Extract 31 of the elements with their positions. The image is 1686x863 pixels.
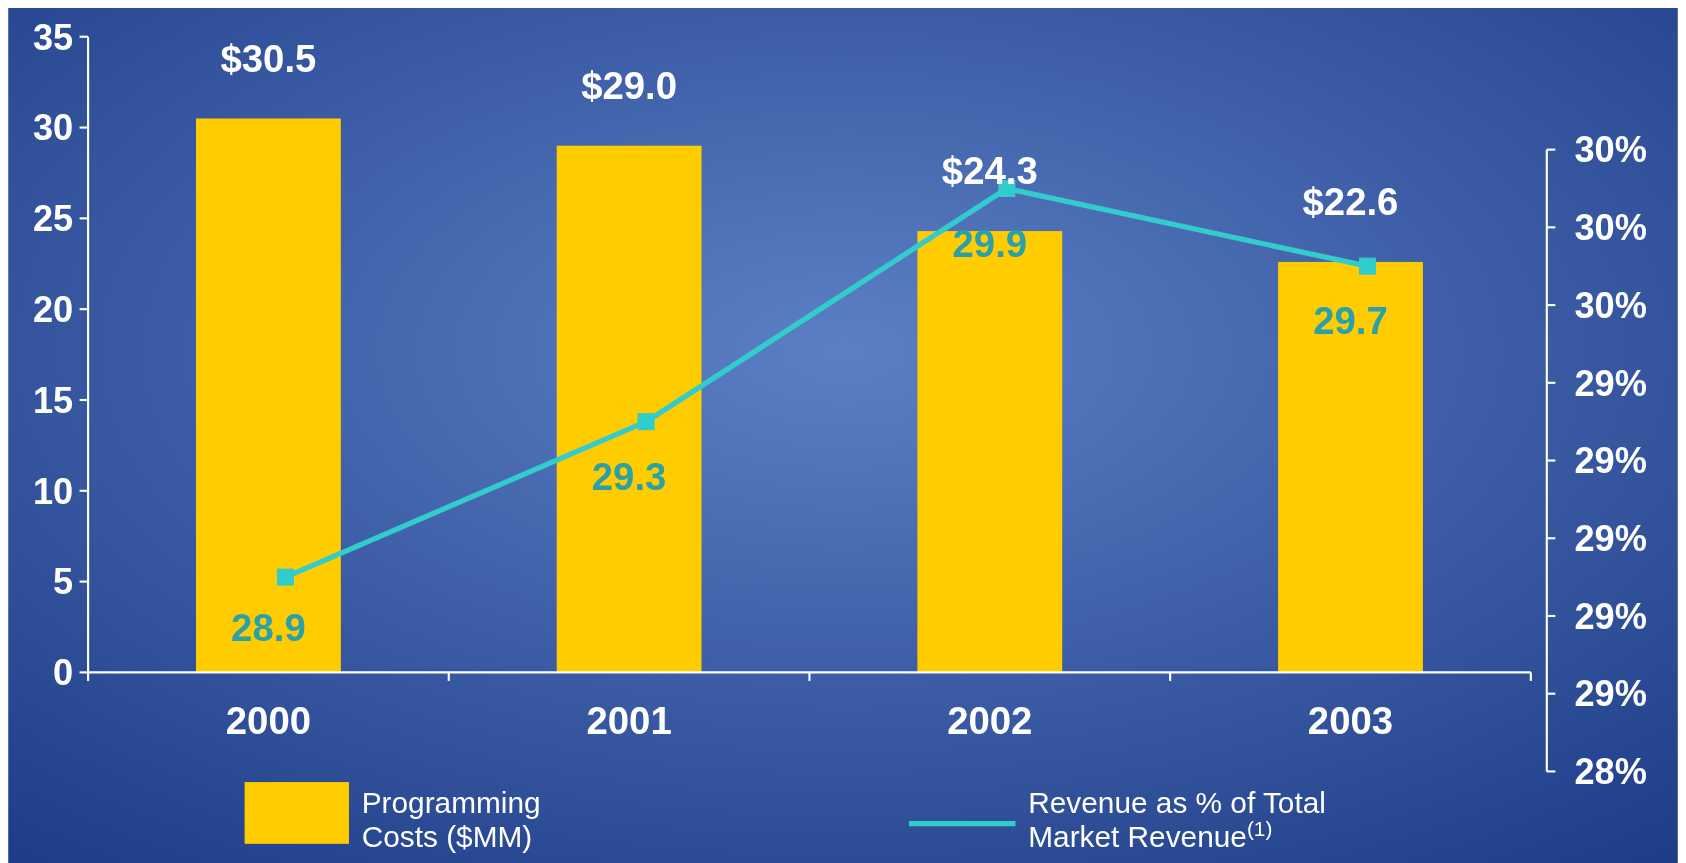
y2-tick-label: 29% (1574, 440, 1647, 482)
x-tick-label: 2001 (586, 699, 672, 743)
y-tick-label: 5 (53, 561, 74, 603)
y2-tick-label: 29% (1574, 518, 1647, 560)
y2-tick-label: 30% (1574, 284, 1647, 326)
y2-tick-label: 29% (1574, 362, 1647, 404)
y2-tick-label: 29% (1574, 595, 1647, 637)
y-tick-label: 20 (32, 288, 74, 330)
data-label: $24.3 (941, 149, 1038, 193)
data-label: 29.3 (591, 454, 667, 498)
y-tick-label: 10 (32, 470, 74, 512)
y-tick-label: 15 (32, 379, 74, 421)
legend-label: Revenue as % of Total Market Revenue$^{(1)}$ (1028, 785, 1326, 854)
y-tick-label: 35 (32, 16, 74, 58)
y2-tick-label: 30% (1574, 129, 1647, 171)
y-tick-label: 30 (32, 107, 74, 149)
x-tick-label: 2003 (1307, 699, 1394, 743)
legend-label: Programming Costs ($MM) (361, 785, 541, 854)
data-label: 29.7 (1313, 299, 1388, 343)
y2-tick-label: 30% (1574, 207, 1647, 249)
y2-tick-label: 28% (1574, 751, 1647, 793)
y-tick-label: 25 (32, 198, 74, 240)
y2-tick-label: 29% (1574, 673, 1647, 715)
x-tick-label: 2002 (947, 699, 1033, 743)
data-label: $22.6 (1302, 180, 1399, 224)
data-label: 28.9 (231, 606, 306, 649)
data-label: $30.5 (220, 36, 317, 80)
data-label: $29.0 (581, 63, 678, 107)
x-tick-label: 2000 (225, 699, 312, 743)
data-label: 29.9 (952, 221, 1028, 265)
y-tick-label: 0 (53, 652, 74, 694)
